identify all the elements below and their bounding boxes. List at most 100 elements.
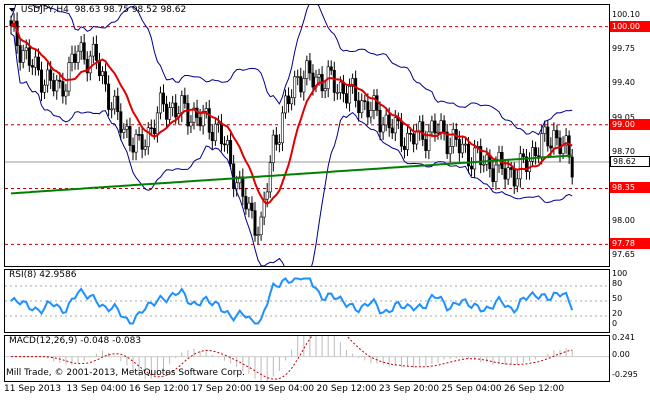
candle-body xyxy=(280,112,284,144)
candle-body xyxy=(515,178,519,187)
candle-body xyxy=(39,69,43,93)
candle-body xyxy=(198,117,202,127)
candle-body xyxy=(299,76,303,93)
candle-body xyxy=(491,168,495,182)
price-chart-canvas[interactable] xyxy=(5,5,609,266)
candle-body xyxy=(76,50,80,63)
candle-body xyxy=(463,143,467,146)
candle-body xyxy=(409,132,413,135)
time-tick-label: 20 Sep 12:00 xyxy=(316,384,377,394)
candle-body xyxy=(546,126,550,147)
candle-body xyxy=(207,108,211,133)
candle-body xyxy=(378,110,382,133)
candle-body xyxy=(229,140,233,165)
candle-body xyxy=(524,156,528,172)
price-tick-label: 99.40 xyxy=(612,78,635,88)
fast-moving-average-line xyxy=(10,21,573,206)
candle-body xyxy=(430,120,434,133)
time-tick-label: 25 Sep 04:00 xyxy=(441,384,502,394)
candle-body xyxy=(134,134,138,153)
candle-body xyxy=(448,146,452,155)
candle-body xyxy=(94,43,98,61)
candle-body xyxy=(140,134,144,150)
candle-body xyxy=(9,20,13,26)
time-axis: 11 Sep 2013 13 Sep 04:00 16 Sep 12:00 17 Se… xyxy=(0,384,650,398)
candle-body xyxy=(107,83,111,110)
candle-body xyxy=(540,133,544,157)
candle-body xyxy=(82,42,86,60)
candle-body xyxy=(570,156,574,178)
candle-body xyxy=(55,79,59,92)
candle-body xyxy=(49,69,53,81)
candle-body xyxy=(85,59,89,74)
candle-body xyxy=(146,127,150,148)
candle-body xyxy=(91,43,95,57)
price-level-tag: 99.00 xyxy=(610,118,650,130)
candle-body xyxy=(363,100,367,103)
candle-body xyxy=(512,169,516,187)
time-tick-label: 26 Sep 12:00 xyxy=(504,384,565,394)
candle-body xyxy=(58,79,62,82)
candle-body xyxy=(70,53,74,63)
candle-body xyxy=(27,47,31,66)
candle-body xyxy=(439,120,443,133)
candle-body xyxy=(287,95,291,105)
candle-body xyxy=(46,69,50,86)
candle-body xyxy=(262,198,266,218)
candle-body xyxy=(531,147,535,162)
candle-body xyxy=(174,102,178,118)
candle-body xyxy=(250,202,254,212)
candle-body xyxy=(537,155,541,158)
candle-body xyxy=(33,56,37,68)
candle-body xyxy=(482,163,486,166)
time-tick-label: 17 Sep 20:00 xyxy=(191,384,252,394)
macd-axis: 0.241 0.00 -0.295 xyxy=(612,333,650,380)
macd-indicator-pane[interactable]: MACD(12,26,9) -0.048 -0.083 xyxy=(4,335,610,382)
candle-body xyxy=(296,76,300,78)
time-tick-label: 16 Sep 12:00 xyxy=(129,384,190,394)
slow-moving-average-line xyxy=(10,154,573,195)
candle-body xyxy=(372,95,376,111)
candle-body xyxy=(162,92,166,105)
candle-body xyxy=(186,103,190,127)
candle-body xyxy=(384,114,388,126)
candle-body xyxy=(43,84,47,93)
candle-body xyxy=(128,126,132,146)
candle-body xyxy=(64,90,68,97)
candle-body xyxy=(110,108,114,111)
macd-tick-label: 0.241 xyxy=(612,333,635,342)
price-level-tag: 97.78 xyxy=(610,238,650,250)
candle-body xyxy=(415,131,419,145)
rsi-indicator-pane[interactable]: RSI(8) 42.9586 xyxy=(4,269,610,333)
candle-body xyxy=(271,134,275,163)
price-tick-label: 97.65 xyxy=(612,250,635,260)
candle-body xyxy=(216,122,220,125)
candle-body xyxy=(88,55,92,74)
candle-body xyxy=(564,135,568,146)
dropdown-arrow-icon[interactable] xyxy=(9,7,15,12)
candle-body xyxy=(436,131,440,134)
candle-body xyxy=(485,154,489,165)
price-chart-pane[interactable]: USDJPY,H4 98.63 98.75 98.52 98.62 xyxy=(4,4,610,267)
candle-body xyxy=(329,66,333,71)
candle-body xyxy=(265,191,269,200)
macd-signal-line xyxy=(11,336,573,380)
candle-body xyxy=(61,81,65,97)
candle-body xyxy=(470,165,474,170)
rsi-tick-label: 100 xyxy=(612,269,628,278)
chart-title: USDJPY,H4 98.63 98.75 98.52 98.62 xyxy=(9,5,186,15)
candle-body xyxy=(213,123,217,142)
symbol-label: USDJPY,H4 xyxy=(20,5,69,15)
candle-body xyxy=(344,93,348,104)
time-tick-label: 11 Sep 2013 xyxy=(4,384,62,394)
candle-body xyxy=(433,120,437,134)
candle-body xyxy=(552,130,556,149)
ohlc-values: 98.63 98.75 98.52 98.62 xyxy=(74,5,187,15)
candle-body xyxy=(241,176,245,197)
rsi-axis: 100 80 50 20 0 xyxy=(612,269,650,331)
price-tick-label: 98.00 xyxy=(612,215,635,225)
macd-tick-label: -0.295 xyxy=(612,370,638,379)
candle-body xyxy=(253,210,257,236)
candle-body xyxy=(509,167,513,170)
candle-body xyxy=(79,42,83,52)
